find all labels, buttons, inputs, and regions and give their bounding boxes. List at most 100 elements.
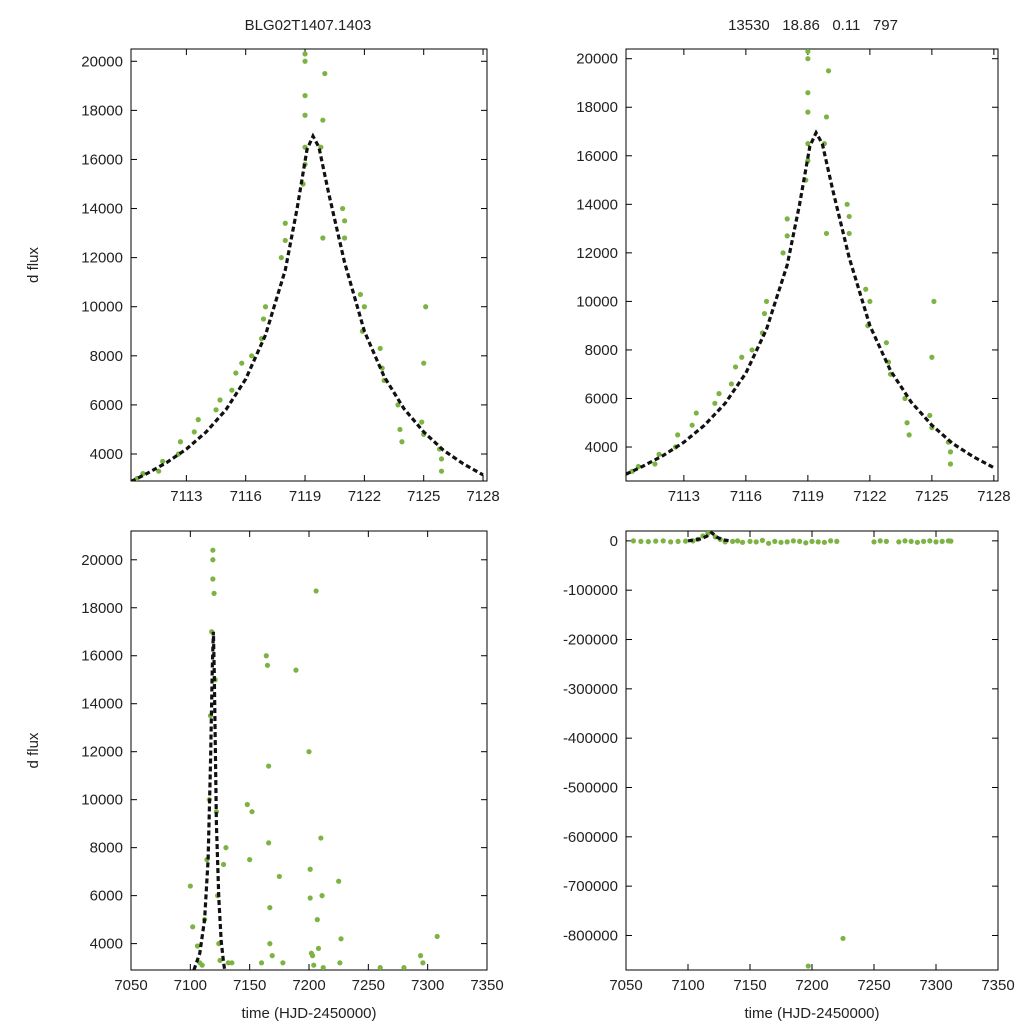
data-point [668,539,674,545]
y-axis-label: d flux [25,732,42,768]
model-curve [687,531,732,543]
y-tick-label: -200000 [563,632,618,649]
data-point [761,310,768,317]
data-point [904,420,910,426]
x-tick-label: 7119 [792,488,824,505]
y-tick-label: 12000 [81,744,123,761]
data-point [725,516,730,521]
data-point [267,905,273,911]
data-point [652,461,658,467]
data-point [420,960,426,966]
y-tick-label: 8000 [90,840,123,857]
data-point [867,298,873,305]
y-tick-label: 10000 [576,293,618,310]
x-tick-label: 7150 [733,977,766,994]
data-point [314,917,320,923]
x-tick-label: 7113 [668,488,700,505]
y-tick-label: 6000 [90,397,123,414]
data-point [397,426,403,433]
data-point [223,845,229,851]
x-tick-label: 7128 [977,488,1010,505]
data-point [805,90,811,96]
data-point [712,400,718,406]
data-point [423,304,429,310]
data-point [199,962,205,968]
data-point [302,112,308,118]
y-tick-label: 14000 [576,196,618,213]
x-tick-label: 7200 [292,977,325,994]
data-point [266,840,272,846]
data-point [759,537,766,543]
data-point [244,801,250,808]
data-point [267,941,273,947]
plot-frame [625,48,999,482]
data-point [929,354,935,360]
data-point [417,953,424,959]
data-point [739,354,745,360]
data-point [948,538,954,544]
data-point [194,943,201,949]
data-point [805,56,811,62]
y-tick-label: 12000 [81,250,123,267]
data-point [753,539,759,545]
y-tick-label: 6000 [90,888,123,905]
data-point [763,298,770,305]
data-point [239,360,245,366]
y-tick-label: 8000 [90,348,123,365]
data-point [927,538,933,544]
data-point [656,451,662,457]
y-tick-label: 6000 [585,390,618,407]
data-point [921,538,927,544]
model-curve [131,132,484,481]
data-point [177,439,184,445]
data-point [361,304,367,310]
data-point [821,539,828,545]
y-tick-label: 8000 [585,342,618,359]
plot-area [131,51,484,481]
data-point [784,539,790,545]
x-tick-label: 7119 [289,488,321,505]
data-point [682,538,689,544]
data-point [306,749,312,755]
data-point [210,547,216,553]
data-point [931,298,937,305]
x-tick-label: 7125 [915,488,948,505]
panel-bottom-left: 7050 7100 7150 7200 7250 7300 7350 4000 6000 8000… [25,530,504,1022]
model-curve [192,631,227,970]
x-axis-label: time (HJD-2450000) [241,1005,376,1022]
data-point [249,353,255,359]
data-point [320,117,326,123]
data-point [896,539,902,545]
data-point [264,662,271,668]
chart-title-right: 13530 18.86 0.11 797 [728,17,898,34]
x-tick-label: 7100 [174,977,207,994]
plot-area [630,516,954,969]
data-point [419,419,425,425]
data-point [260,316,267,322]
data-point [229,960,235,966]
data-point [377,345,383,352]
data-point [307,895,313,901]
data-point [421,360,427,366]
data-point [211,590,217,596]
data-point [342,235,348,241]
data-point [735,538,741,544]
data-point [891,521,896,526]
panel-top-left: 7113 7116 7119 7122 7125 7128 4000 6000 8000 1000… [25,48,500,505]
x-tick-label: 7125 [407,488,440,505]
data-point [947,449,954,455]
y-axis-label: d flux [25,247,42,283]
data-point [311,962,317,968]
data-point [803,540,809,546]
data-point [249,809,255,815]
y-tick-label: 4000 [585,439,618,456]
y-tick-label: 0 [610,533,618,550]
data-point [675,432,681,438]
data-point [846,230,852,237]
plot-frame [625,530,999,971]
data-point [401,965,407,970]
data-point [886,521,891,526]
data-point [377,965,383,970]
x-axis-label: time (HJD-2450000) [744,1005,879,1022]
data-point [266,763,272,769]
